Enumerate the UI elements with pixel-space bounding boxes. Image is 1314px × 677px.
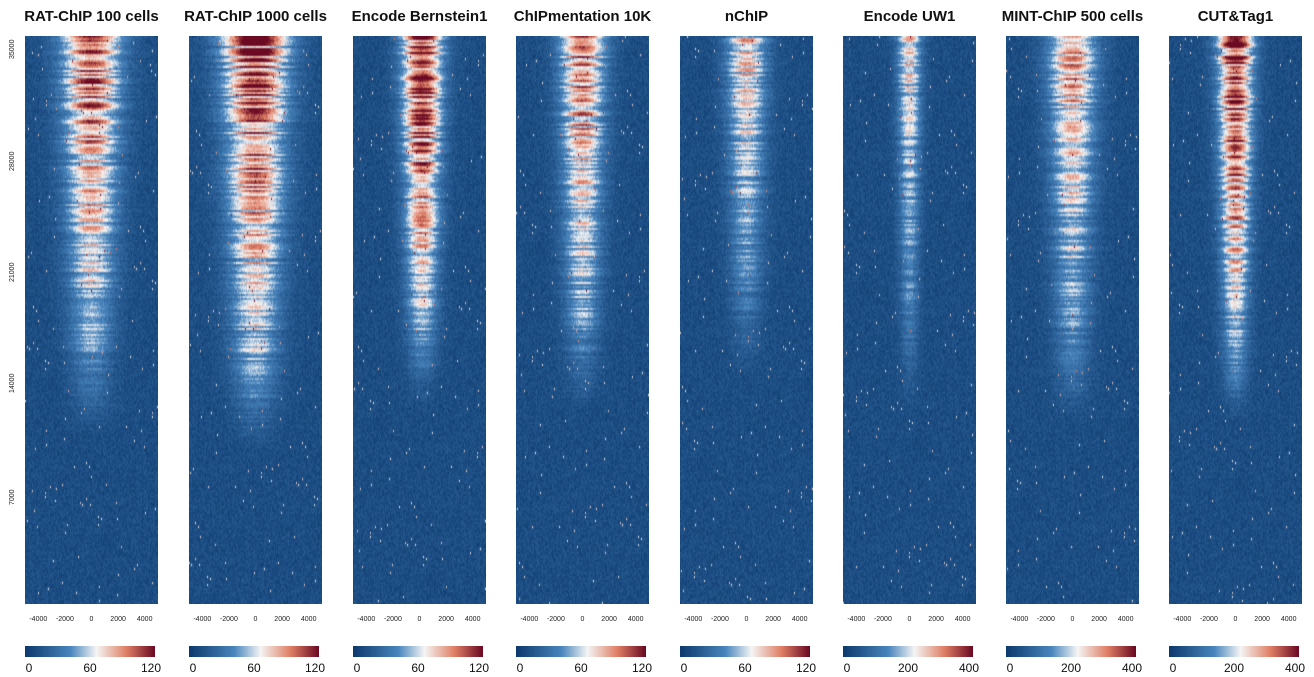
colorbar-tick-label: 60 bbox=[411, 661, 425, 675]
heatmap-panel bbox=[680, 36, 813, 604]
x-tick-label: -4000 bbox=[684, 616, 703, 623]
x-tick-label: 0 bbox=[417, 616, 422, 623]
heatmap-panel bbox=[25, 36, 158, 604]
colorbar-tick-label: 200 bbox=[1060, 661, 1082, 675]
colorbar-tick-label: 0 bbox=[189, 661, 197, 675]
x-tick-label: -4000 bbox=[357, 616, 376, 623]
colorbar-tick-label: 0 bbox=[843, 661, 851, 675]
panel-title: Encode UW1 bbox=[863, 8, 956, 25]
colorbar bbox=[189, 646, 319, 657]
x-tick-label: 2000 bbox=[928, 616, 944, 623]
colorbar bbox=[1006, 646, 1136, 657]
x-tick-label: 0 bbox=[89, 616, 94, 623]
panel-title: ChIPmentation 10K bbox=[513, 8, 652, 25]
colorbar bbox=[680, 646, 810, 657]
x-tick-label: -4000 bbox=[29, 616, 48, 623]
colorbar-tick-label: 120 bbox=[795, 661, 817, 675]
x-tick-label: -4000 bbox=[1173, 616, 1192, 623]
x-tick-label: -2000 bbox=[383, 616, 402, 623]
x-tick-label: 4000 bbox=[1117, 616, 1134, 623]
colorbar-tick-label: 200 bbox=[897, 661, 919, 675]
colorbar-tick-label: 120 bbox=[468, 661, 490, 675]
panel-title: RAT-ChIP 1000 cells bbox=[184, 8, 327, 25]
colorbar bbox=[1169, 646, 1299, 657]
x-tick-label: 0 bbox=[580, 616, 585, 623]
x-tick-label: 0 bbox=[253, 616, 258, 623]
heatmap-panel bbox=[1169, 36, 1302, 604]
x-tick-label: 4000 bbox=[300, 616, 317, 623]
x-tick-label: 0 bbox=[744, 616, 749, 623]
x-tick-label: 4000 bbox=[464, 616, 481, 623]
x-tick-label: 2000 bbox=[110, 616, 126, 623]
x-tick-label: -4000 bbox=[193, 616, 212, 623]
x-tick-label: 4000 bbox=[954, 616, 971, 623]
colorbar-tick-label: 0 bbox=[680, 661, 688, 675]
x-tick-label: 4000 bbox=[791, 616, 808, 623]
heatmap-panel bbox=[516, 36, 649, 604]
colorbar-tick-label: 200 bbox=[1223, 661, 1245, 675]
colorbar-tick-label: 0 bbox=[1169, 661, 1177, 675]
colorbar-tick-label: 120 bbox=[304, 661, 326, 675]
x-tick-label: -4000 bbox=[520, 616, 539, 623]
y-tick-label: 35000 bbox=[9, 39, 16, 60]
colorbar-tick-label: 60 bbox=[83, 661, 97, 675]
heatmap-panel bbox=[353, 36, 486, 604]
x-tick-label: 0 bbox=[907, 616, 912, 623]
x-tick-label: 2000 bbox=[765, 616, 781, 623]
y-tick-label: 28000 bbox=[9, 151, 16, 171]
x-tick-label: -4000 bbox=[1010, 616, 1029, 623]
colorbar bbox=[516, 646, 646, 657]
colorbar-tick-label: 0 bbox=[1006, 661, 1014, 675]
x-tick-label: 2000 bbox=[438, 616, 454, 623]
panel-title: Encode Bernstein1 bbox=[351, 8, 488, 25]
x-tick-label: 4000 bbox=[1280, 616, 1297, 623]
x-tick-label: -2000 bbox=[1036, 616, 1055, 623]
y-tick-label: 21000 bbox=[9, 262, 16, 282]
x-tick-label: 0 bbox=[1070, 616, 1075, 623]
x-tick-label: -2000 bbox=[219, 616, 238, 623]
colorbar-tick-label: 60 bbox=[738, 661, 752, 675]
x-tick-label: 2000 bbox=[601, 616, 617, 623]
x-tick-label: -2000 bbox=[55, 616, 74, 623]
y-tick-label: 7000 bbox=[9, 489, 16, 505]
heatmap-panel bbox=[189, 36, 322, 604]
colorbar-tick-label: 400 bbox=[1121, 661, 1143, 675]
colorbar-tick-label: 400 bbox=[958, 661, 980, 675]
x-tick-label: 0 bbox=[1233, 616, 1238, 623]
panel-title: MINT-ChIP 500 cells bbox=[1001, 8, 1144, 25]
x-tick-label: -2000 bbox=[546, 616, 565, 623]
x-tick-label: 4000 bbox=[136, 616, 153, 623]
colorbar-tick-label: 0 bbox=[516, 661, 524, 675]
x-tick-label: 4000 bbox=[627, 616, 644, 623]
colorbar-tick-label: 0 bbox=[353, 661, 361, 675]
x-tick-label: -2000 bbox=[873, 616, 892, 623]
x-tick-label: 2000 bbox=[274, 616, 290, 623]
x-tick-label: -2000 bbox=[710, 616, 729, 623]
colorbar-tick-label: 60 bbox=[247, 661, 261, 675]
colorbar bbox=[353, 646, 483, 657]
x-tick-label: 2000 bbox=[1091, 616, 1107, 623]
panel-title: nChIP bbox=[724, 8, 769, 25]
colorbar-tick-label: 120 bbox=[140, 661, 162, 675]
colorbar-tick-label: 400 bbox=[1284, 661, 1306, 675]
x-tick-label: -2000 bbox=[1199, 616, 1218, 623]
colorbar bbox=[843, 646, 973, 657]
y-tick-label: 14000 bbox=[9, 373, 16, 394]
x-tick-label: 2000 bbox=[1254, 616, 1270, 623]
x-tick-label: -4000 bbox=[847, 616, 866, 623]
colorbar bbox=[25, 646, 155, 657]
panel-title: RAT-ChIP 100 cells bbox=[24, 8, 159, 25]
panel-title: CUT&Tag1 bbox=[1197, 8, 1274, 25]
heatmap-panel bbox=[843, 36, 976, 604]
heatmap-panel bbox=[1006, 36, 1139, 604]
colorbar-tick-label: 120 bbox=[631, 661, 653, 675]
colorbar-tick-label: 0 bbox=[25, 661, 33, 675]
colorbar-tick-label: 60 bbox=[574, 661, 588, 675]
